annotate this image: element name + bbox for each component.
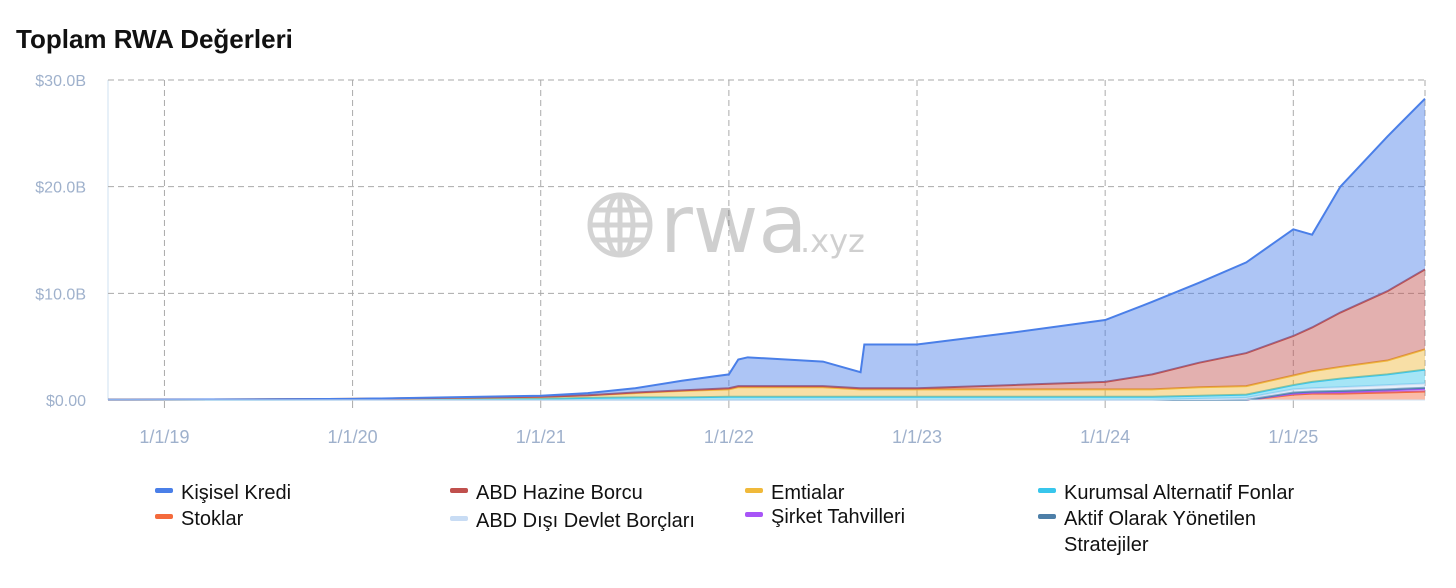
globe-icon [587, 192, 653, 258]
legend-swatch [155, 488, 173, 493]
legend-item[interactable]: Emtialar [745, 480, 844, 506]
x-tick-label: 1/1/24 [1080, 427, 1130, 447]
x-axis: 1/1/19 1/1/20 1/1/21 1/1/22 1/1/23 1/1/24 1/1/… [108, 399, 1425, 447]
legend-item[interactable]: Şirket Tahvilleri [745, 504, 905, 530]
legend-item[interactable]: ABD Hazine Borcu [450, 480, 643, 506]
watermark: rwa .xyz [587, 178, 865, 271]
x-tick-label: 1/1/22 [704, 427, 754, 447]
x-tick-label: 1/1/23 [892, 427, 942, 447]
watermark-text: rwa [660, 178, 807, 271]
legend-item[interactable]: Kişisel Kredi [155, 480, 291, 506]
legend-item[interactable]: ABD Dışı Devlet Borçları [450, 508, 695, 534]
y-tick-label: $30.0B [35, 73, 86, 90]
watermark-suffix: .xyz [800, 222, 865, 260]
line-series-7 [107, 97, 1426, 401]
legend: Kişisel Kredi Stoklar ABD Hazine Borcu ABD … [0, 480, 1456, 588]
legend-label: Emtialar [771, 482, 845, 504]
area-series-5 [108, 349, 1425, 400]
legend-swatch [745, 512, 763, 517]
stacked-area-chart: rwa .xyz $0.00$10.0B$20.0B$30.0B 1/1/19 1… [35, 73, 1426, 447]
legend-swatch [1038, 514, 1056, 519]
legend-swatch [450, 488, 468, 493]
legend-label: ABD Hazine Borcu [476, 482, 643, 504]
area-series-0 [108, 391, 1425, 400]
legend-item[interactable]: Kurumsal Alternatif Fonlar [1038, 480, 1294, 506]
legend-label: ABD Dışı Devlet Borçları [476, 510, 695, 532]
line-series-4 [107, 368, 1426, 401]
legend-label: Kurumsal Alternatif Fonlar [1064, 482, 1295, 504]
legend-label: Aktif Olarak Yönetilen Stratejiler [1064, 508, 1256, 556]
legend-label: Stoklar [181, 508, 244, 530]
y-axis: $0.00 $10.0B $20.0B $30.0B [35, 73, 86, 410]
grid-lines [107, 79, 1426, 401]
x-tick-label: 1/1/19 [139, 427, 189, 447]
x-tick-label: 1/1/25 [1268, 427, 1318, 447]
area-series-7 [108, 98, 1425, 400]
legend-label: Kişisel Kredi [181, 482, 292, 504]
legend-label: Şirket Tahvilleri [771, 506, 906, 528]
legend-item[interactable]: Aktif Olarak Yönetilen Stratejiler [1038, 506, 1324, 558]
legend-swatch [745, 488, 763, 493]
legend-item[interactable]: Stoklar [155, 506, 243, 532]
chart-title: Toplam RWA Değerleri [16, 24, 293, 54]
line-series-6 [107, 268, 1426, 401]
x-tick-label: 1/1/21 [516, 427, 566, 447]
legend-swatch [155, 514, 173, 519]
y-tick-label: $0.00 [46, 393, 86, 410]
x-tick-label: 1/1/20 [328, 427, 378, 447]
legend-swatch [450, 516, 468, 521]
y-tick-label: $10.0B [35, 286, 86, 303]
legend-swatch [1038, 488, 1056, 493]
y-tick-label: $20.0B [35, 180, 86, 197]
